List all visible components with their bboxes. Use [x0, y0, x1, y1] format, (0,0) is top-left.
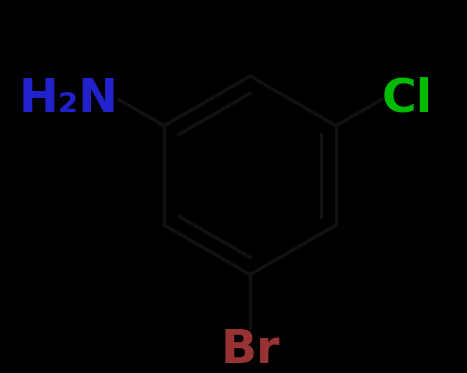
- Text: H₂N: H₂N: [19, 77, 118, 122]
- Text: Br: Br: [220, 327, 280, 373]
- Text: Cl: Cl: [382, 77, 433, 122]
